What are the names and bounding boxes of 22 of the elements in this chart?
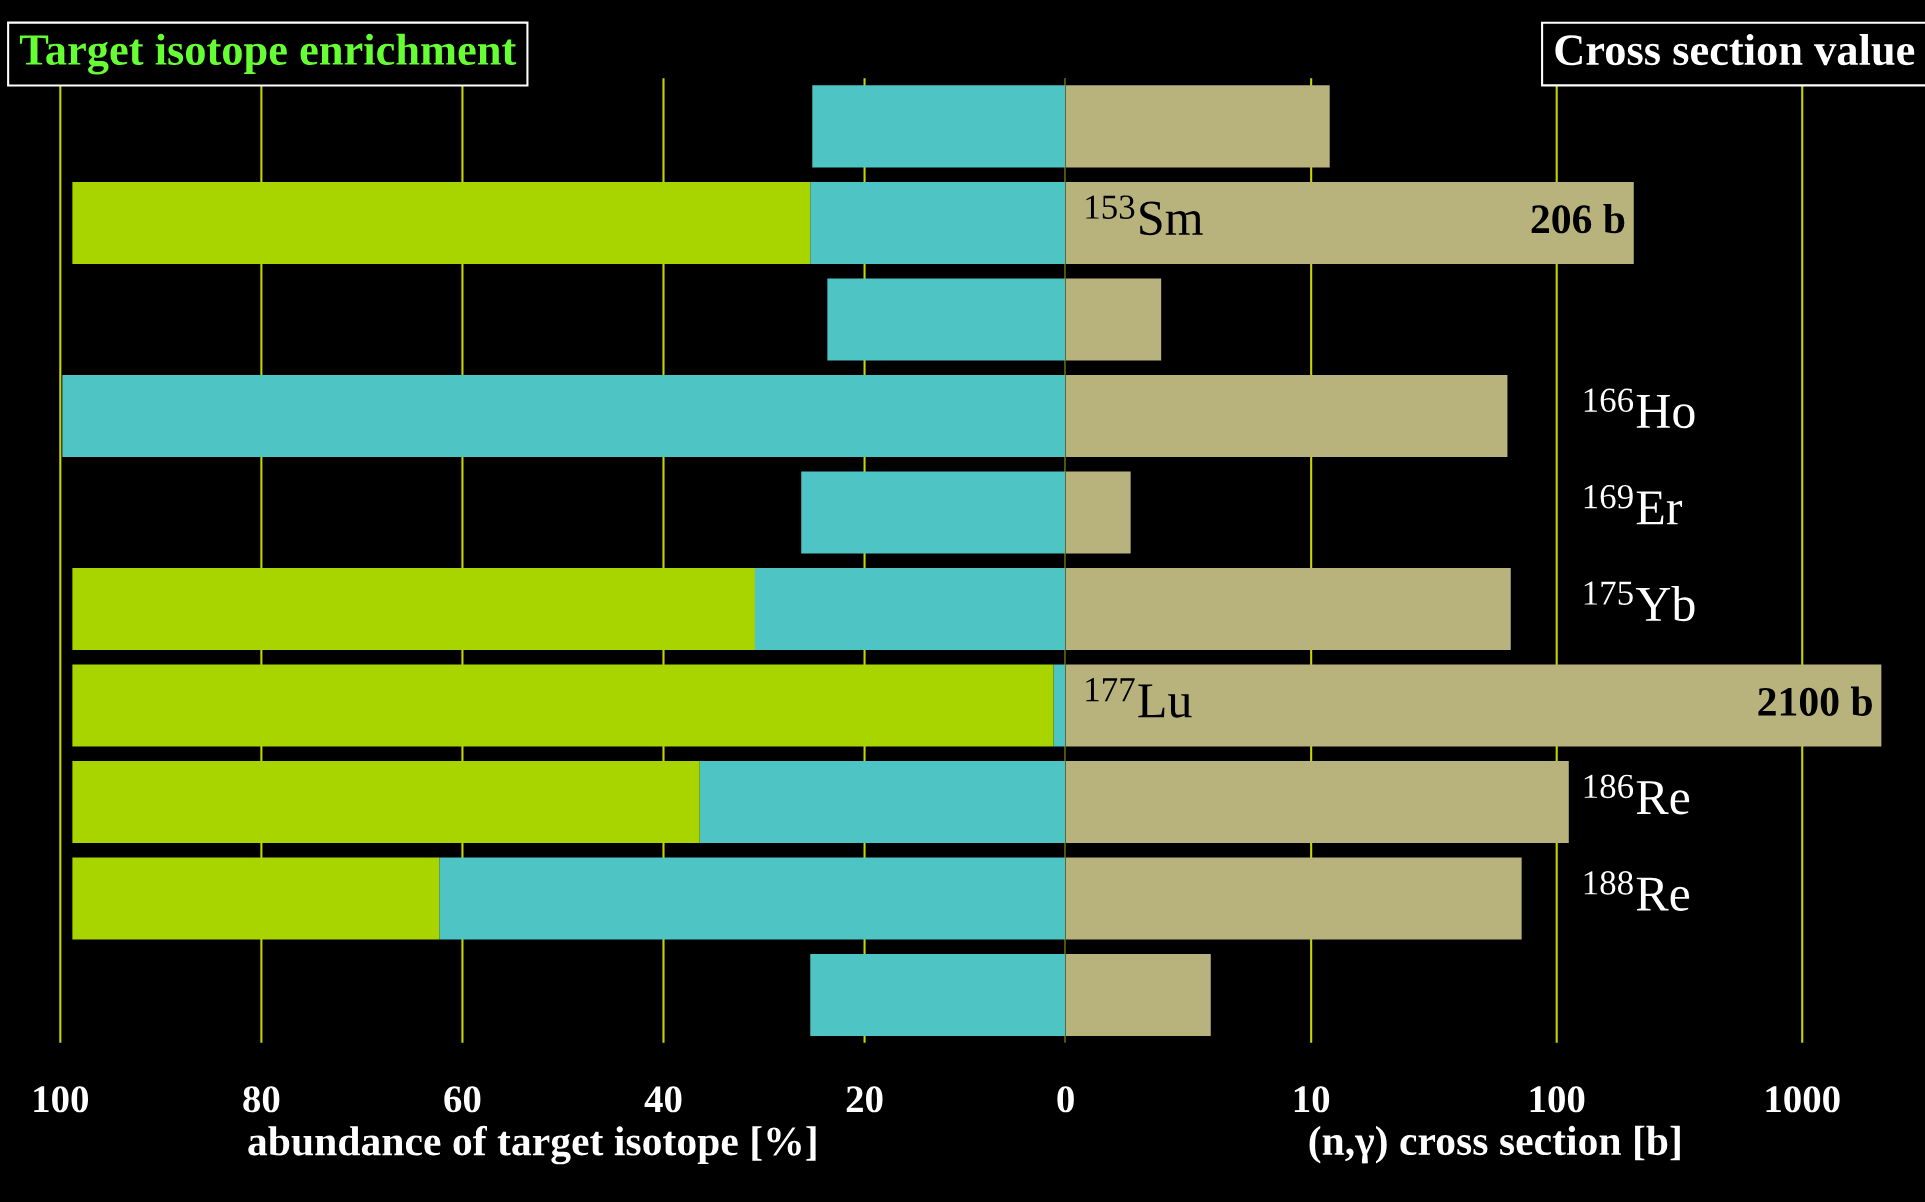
x-axis-title: abundance of target isotope [%] — [248, 1125, 816, 1165]
x-tick-label: 40 — [644, 1086, 682, 1113]
category-label: $^{169}$Er — [1584, 485, 1683, 525]
x-tick-label: 0 — [1057, 1086, 1074, 1113]
category-label: $^{188}$Re — [1584, 871, 1690, 911]
category-label: $^{177}$Lu — [1086, 678, 1192, 718]
data-label: 206 b — [1531, 204, 1625, 234]
x-tick-label: 60 — [444, 1086, 481, 1113]
chart-title: Cross section value — [1555, 33, 1915, 66]
category-label: $^{175}$Yb — [1584, 581, 1695, 622]
category-label: $^{153}$Sm — [1086, 195, 1203, 236]
x-tick-label: 100 — [1530, 1086, 1585, 1113]
x-tick-label: 100 — [34, 1086, 88, 1113]
data-label: 2100 b — [1758, 686, 1872, 716]
x-tick-label: 80 — [243, 1086, 280, 1113]
chart-title: Target isotope enrichment — [19, 33, 517, 75]
category-label: $^{166}$Ho — [1584, 388, 1695, 429]
x-axis-title: (n,γ) cross section [b] — [1309, 1125, 1680, 1164]
x-tick-label: 10 — [1294, 1086, 1330, 1113]
category-label: $^{186}$Re — [1584, 774, 1690, 815]
x-tick-label: 20 — [846, 1086, 883, 1113]
x-tick-label: 1000 — [1766, 1086, 1840, 1113]
